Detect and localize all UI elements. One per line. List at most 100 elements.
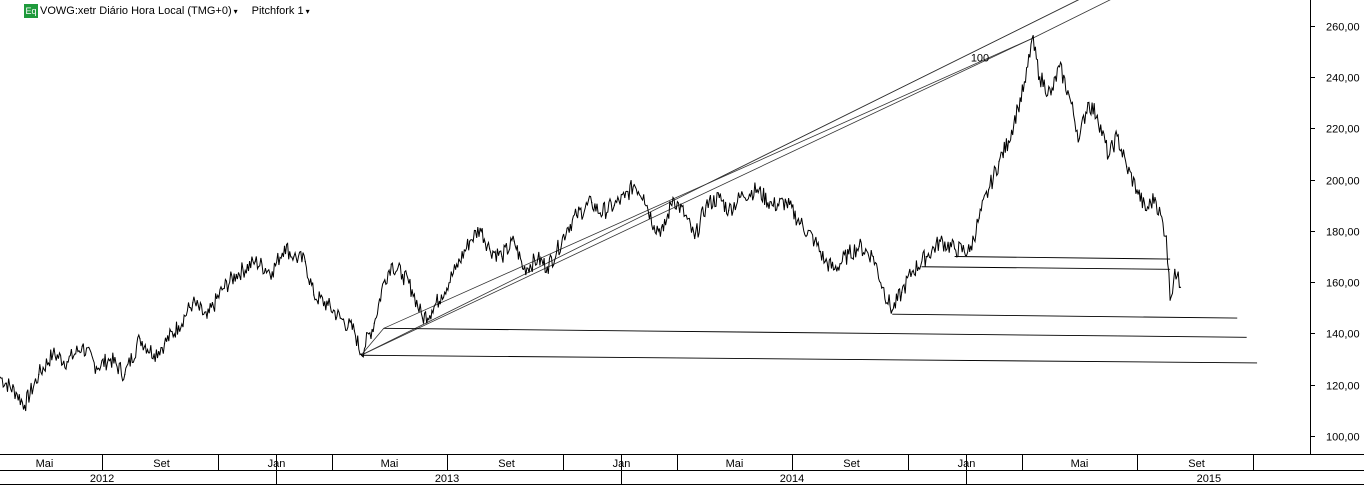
chevron-down-icon: ▾ (305, 6, 310, 16)
price-point (882, 286, 884, 288)
price-point (283, 245, 286, 247)
chevron-down-icon: ▾ (233, 6, 238, 16)
pitchfork-tine[interactable] (1031, 0, 1310, 39)
price-point (1169, 299, 1171, 301)
x-month-label: Set (498, 458, 515, 470)
price-point (489, 248, 491, 250)
trend-line[interactable] (361, 354, 1258, 364)
price-point (672, 196, 674, 199)
price-point (834, 268, 836, 270)
x-month-label: Mai (1071, 458, 1089, 470)
y-tick-label: 240,00 (1326, 73, 1360, 85)
price-point (38, 373, 40, 376)
price-point (998, 161, 1000, 163)
price-point (1017, 107, 1019, 109)
x-year-label: 2015 (1197, 473, 1221, 485)
y-tick-label: 260,00 (1326, 22, 1360, 34)
price-point (939, 240, 942, 242)
trend-line[interactable] (383, 327, 1247, 338)
price-point (556, 250, 558, 252)
price-point (824, 261, 826, 263)
price-point (653, 225, 655, 227)
price-point (153, 353, 155, 355)
price-point (1126, 166, 1128, 168)
chart-header: Eq VOWG:xetr Diário Hora Local (TMG+0) ▾… (24, 3, 324, 19)
price-point (705, 204, 707, 206)
price-point (440, 294, 442, 296)
price-point (431, 309, 433, 311)
price-point (421, 317, 424, 319)
price-point (411, 289, 413, 291)
price-point (15, 391, 17, 393)
study-selector[interactable]: Pitchfork 1 ▾ (252, 5, 310, 17)
price-point (911, 271, 913, 273)
price-point (1179, 286, 1182, 288)
price-point (1024, 81, 1027, 83)
price-point (124, 373, 126, 376)
price-point (662, 230, 665, 232)
price-point (501, 255, 503, 258)
price-point (221, 289, 223, 291)
pitchfork-handle[interactable] (360, 328, 385, 356)
price-point (1154, 196, 1156, 199)
y-tick-label: 220,00 (1326, 124, 1360, 136)
price-point (360, 353, 362, 355)
price-point (206, 317, 208, 319)
y-tick-label: 200,00 (1326, 176, 1360, 188)
symbol-label: VOWG:xetr Diário Hora Local (TMG+0) (40, 5, 232, 17)
price-point (591, 202, 593, 204)
x-year-label: 2012 (90, 473, 114, 485)
price-point (293, 255, 295, 258)
price-point (0, 376, 1, 378)
price-point (353, 330, 355, 332)
price-point (469, 240, 471, 242)
price-point (339, 317, 341, 319)
price-point (771, 204, 773, 206)
price-point (390, 263, 392, 265)
x-month-label: Mai (36, 458, 54, 470)
y-tick-label: 100,00 (1326, 432, 1360, 444)
price-point (576, 214, 578, 217)
price-point (95, 366, 97, 368)
study-label: Pitchfork 1 (251, 5, 304, 17)
pitchfork-handle[interactable] (360, 38, 1033, 356)
price-point (969, 250, 971, 252)
pitchfork-level-label: 100 (971, 52, 989, 64)
price-point (901, 291, 903, 293)
price-series-line (0, 34, 1181, 412)
price-point (718, 196, 720, 199)
price-point (139, 338, 141, 340)
y-tick-label: 120,00 (1326, 381, 1360, 393)
x-month-label: Set (843, 458, 860, 470)
y-tick-label: 180,00 (1326, 227, 1360, 239)
trend-line[interactable] (954, 256, 1171, 260)
price-point (66, 361, 68, 363)
price-point (891, 309, 893, 311)
symbol-selector[interactable]: VOWG:xetr Diário Hora Local (TMG+0) ▾ (40, 5, 238, 17)
trend-line[interactable] (892, 313, 1238, 319)
trend-line[interactable] (921, 266, 1171, 270)
price-point (1039, 76, 1041, 78)
price-point (1050, 94, 1052, 96)
price-point (599, 212, 601, 214)
price-point (643, 194, 645, 196)
price-point (178, 325, 180, 327)
x-month-label: Set (1188, 458, 1205, 470)
price-point (728, 209, 730, 211)
price-point (373, 322, 375, 324)
price-point (1031, 37, 1033, 40)
price-point (988, 189, 990, 191)
price-point (756, 189, 758, 191)
price-point (1058, 66, 1061, 68)
price-point (1144, 209, 1147, 211)
price-point (402, 273, 404, 276)
price-point (192, 302, 194, 304)
price-point (800, 222, 802, 224)
price-point (235, 273, 237, 276)
pitchfork-tine[interactable] (360, 0, 1310, 356)
price-point (254, 261, 256, 263)
price-point (613, 204, 616, 206)
x-month-label: Mai (381, 458, 399, 470)
